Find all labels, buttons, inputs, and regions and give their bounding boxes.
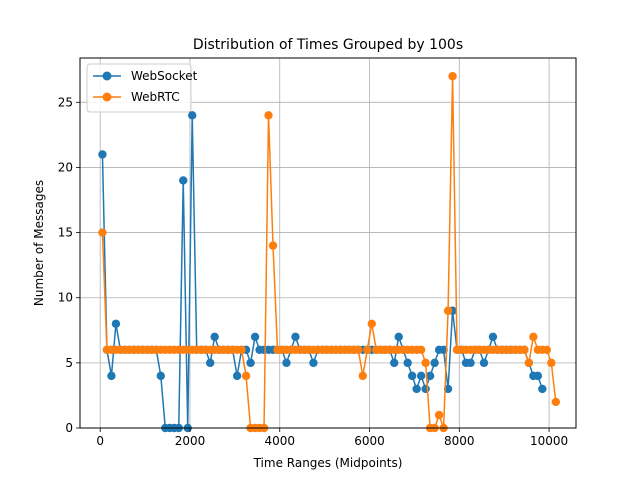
data-point-websocket <box>533 371 543 381</box>
x-tick-label: 10000 <box>530 434 568 448</box>
data-point-websocket <box>205 358 215 368</box>
legend-webrtc-marker <box>102 92 112 102</box>
y-axis: 0 5 10 15 20 25 <box>58 95 80 435</box>
data-point-websocket <box>232 371 242 381</box>
chart-title: Distribution of Times Grouped by 100s <box>193 37 463 53</box>
data-point-webrtc <box>547 358 556 368</box>
y-tick-label: 5 <box>65 356 73 370</box>
data-point-websocket <box>430 358 439 368</box>
data-point-websocket <box>407 371 417 381</box>
data-point-webrtc <box>358 371 367 381</box>
data-point-webrtc <box>551 397 561 407</box>
data-point-websocket <box>250 332 260 342</box>
data-point-webrtc <box>241 371 251 381</box>
data-point-websocket <box>188 111 197 120</box>
data-point-websocket <box>394 332 403 342</box>
data-point-websocket <box>538 384 547 394</box>
data-point-websocket <box>98 150 107 159</box>
data-point-webrtc <box>98 228 107 237</box>
data-point-websocket <box>111 319 121 328</box>
data-point-webrtc <box>524 358 534 368</box>
data-point-websocket <box>403 358 412 368</box>
y-tick-label: 15 <box>58 226 73 240</box>
series-layer <box>98 72 561 433</box>
data-point-websocket <box>156 371 165 381</box>
data-point-websocket <box>390 358 399 368</box>
plot-frame <box>79 57 577 429</box>
data-point-websocket <box>416 371 426 381</box>
data-point-websocket <box>282 358 291 368</box>
data-point-webrtc <box>264 111 273 120</box>
series-line-webrtc <box>101 75 557 429</box>
legend-webrtc-label: WebRTC <box>131 90 180 104</box>
y-tick-label: 10 <box>58 291 73 305</box>
legend-websocket-label: WebSocket <box>131 69 198 83</box>
data-point-websocket <box>439 345 448 355</box>
series-webrtc <box>98 72 561 433</box>
data-point-websocket <box>466 358 475 368</box>
legend-websocket-marker <box>102 71 112 81</box>
series-websocket <box>98 111 547 433</box>
data-point-webrtc <box>448 72 457 81</box>
data-point-webrtc <box>443 306 453 315</box>
x-axis-label: Time Ranges (Midpoints) <box>253 456 403 470</box>
data-point-webrtc <box>363 345 372 355</box>
y-tick-label: 0 <box>65 421 73 435</box>
data-point-webrtc <box>520 345 529 355</box>
data-point-websocket <box>425 371 435 381</box>
data-point-websocket <box>210 332 219 342</box>
x-tick-label: 8000 <box>444 434 475 448</box>
data-point-websocket <box>421 384 430 394</box>
y-tick-label: 25 <box>58 95 73 109</box>
x-axis: 0 2000 4000 6000 8000 10000 <box>96 428 568 448</box>
data-point-webrtc <box>529 332 538 342</box>
data-point-webrtc <box>367 319 376 328</box>
data-point-webrtc <box>268 241 278 250</box>
x-tick-label: 4000 <box>264 434 295 448</box>
y-axis-label: Number of Messages <box>32 180 46 306</box>
data-point-webrtc <box>416 345 426 355</box>
y-tick-label: 20 <box>58 160 73 174</box>
data-point-websocket <box>309 358 318 368</box>
grid <box>80 58 576 429</box>
data-point-websocket <box>479 358 489 368</box>
x-tick-label: 6000 <box>354 434 385 448</box>
data-point-webrtc <box>421 358 430 368</box>
data-point-webrtc <box>542 345 552 355</box>
data-point-websocket <box>443 384 453 394</box>
data-point-webrtc <box>434 410 444 420</box>
series-line-websocket <box>101 114 544 429</box>
data-point-webrtc <box>237 345 246 355</box>
legend: WebSocket WebRTC <box>86 63 198 113</box>
data-point-websocket <box>107 371 116 381</box>
data-point-websocket <box>291 332 300 342</box>
data-point-webrtc <box>354 345 363 355</box>
data-point-websocket <box>412 384 421 394</box>
data-point-websocket <box>246 358 255 368</box>
x-tick-label: 0 <box>96 434 104 448</box>
x-tick-label: 2000 <box>175 434 206 448</box>
data-point-websocket <box>488 332 498 342</box>
data-point-websocket <box>179 176 188 185</box>
